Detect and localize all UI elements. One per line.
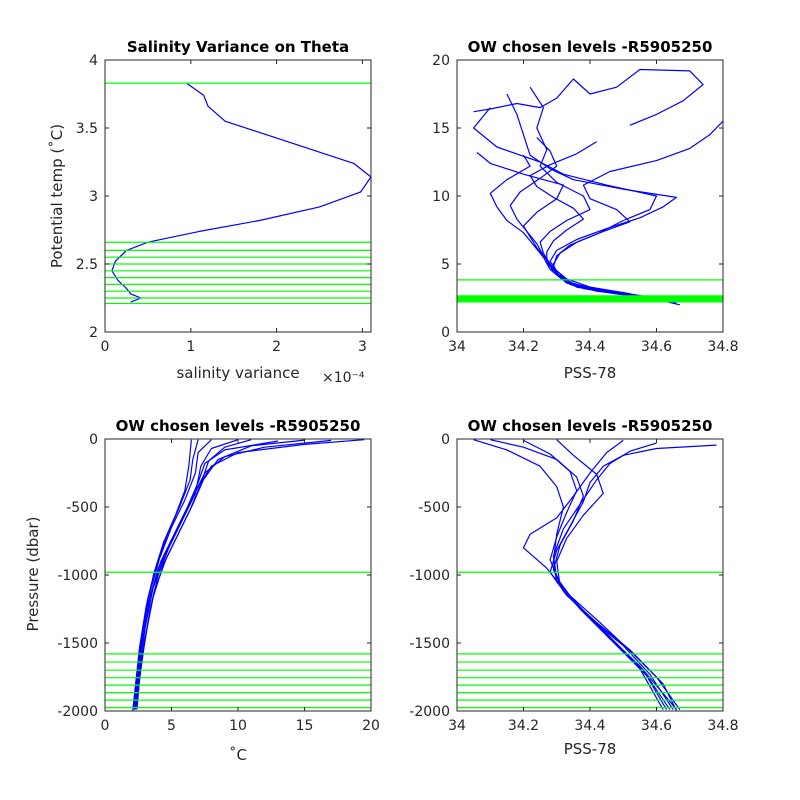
x-tick-label: 34 [448,339,466,355]
x-tick-label: 0 [101,718,110,734]
y-tick-label: -2000 [57,704,98,720]
y-tick-label: 4 [89,53,98,69]
x-tick-label: 34.8 [707,718,738,734]
x-tick-label: 34.6 [641,718,672,734]
plot-area [105,439,371,711]
plot-data [457,68,723,306]
series-line [132,439,192,711]
x-tick-label: 3 [358,339,367,355]
x-axis-label: PSS-78 [564,364,617,382]
plot-data [457,439,723,711]
panel-temperature-pressure: OW chosen levels -R5905250 ˚C Pressure (… [24,417,380,764]
y-tick-label: 15 [432,121,450,137]
x-tick-label: 10 [229,718,247,734]
y-tick-label: 3.5 [76,121,98,137]
y-tick-label: -1500 [409,636,450,652]
series-line [132,439,199,710]
y-tick-label: -1500 [57,636,98,652]
panel-salinity-variance: Salinity Variance on Theta salinity vari… [48,38,372,386]
panel-title: OW chosen levels -R5905250 [116,417,361,435]
series-line [509,137,660,300]
panel-title: Salinity Variance on Theta [127,38,349,56]
x-tick-label: 34.2 [508,718,539,734]
plot-area [105,60,371,332]
panel-salinity-theta: OW chosen levels -R5905250 PSS-78 34 34.2… [432,38,738,382]
series-line [489,154,657,300]
x-tick-label: 34.4 [574,339,605,355]
series-line [136,439,252,710]
x-tick-label: 34.6 [641,339,672,355]
x-tick-label: 5 [167,718,176,734]
panel-title: OW chosen levels -R5905250 [468,417,713,435]
x-tick-label: 1 [186,339,195,355]
panel-title: OW chosen levels -R5905250 [468,38,713,56]
y-tick-label: 10 [432,189,450,205]
series-line [529,141,667,302]
series-line [473,68,704,126]
plot-data [105,82,371,305]
y-tick-label: 5 [441,257,450,273]
y-tick-label: 2.5 [76,257,98,273]
x-tick-label: 34 [448,718,466,734]
series-line [523,439,664,710]
x-tick-label: 15 [296,718,314,734]
x-tick-label: 20 [362,718,380,734]
y-tick-label: -1000 [409,568,450,584]
series-line [552,120,723,303]
y-tick-label: 0 [441,325,450,341]
series-line [552,442,677,710]
panel-salinity-pressure: OW chosen levels -R5905250 PSS-78 34 34.2… [409,417,738,758]
x-tick-label: 0 [101,339,110,355]
y-tick-label: -500 [66,500,98,516]
y-tick-label: -500 [418,500,450,516]
y-axis-label: Pressure (dbar) [24,517,42,632]
plot-data [105,439,371,711]
x-tick-label: 34.4 [574,718,605,734]
y-axis-label: Potential temp (˚C) [48,124,66,268]
series-line [111,82,371,303]
x-tick-label: 2 [272,339,281,355]
y-tick-label: 20 [432,53,450,69]
y-tick-label: 0 [441,432,450,448]
x-axis-exponent: ×10⁻⁴ [322,370,365,386]
y-tick-label: 3 [89,189,98,205]
x-axis-label: PSS-78 [564,740,617,758]
y-tick-label: -1000 [57,568,98,584]
y-tick-label: 2 [89,325,98,341]
x-axis-label: ˚C [229,746,247,764]
x-tick-label: 34.8 [707,339,738,355]
x-tick-label: 34.2 [508,339,539,355]
x-axis-label: salinity variance [176,364,299,382]
y-tick-label: 0 [89,432,98,448]
y-tick-label: -2000 [409,704,450,720]
